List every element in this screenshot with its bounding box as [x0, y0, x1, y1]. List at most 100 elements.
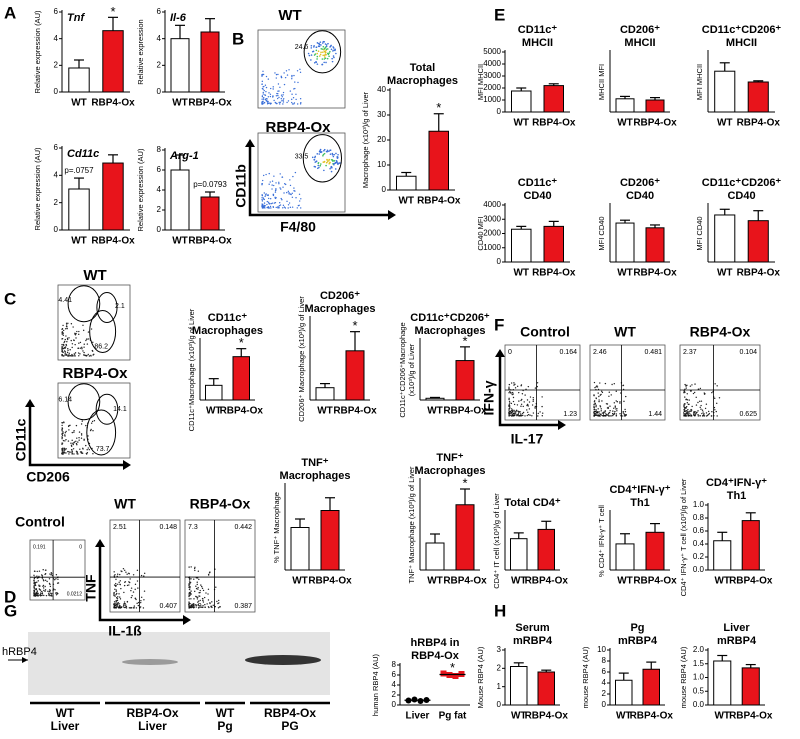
event-dot — [329, 45, 332, 48]
event-dot — [70, 355, 72, 357]
event-dot — [117, 583, 119, 585]
y-axis-label: CD4⁺ IFN-γ⁺ T cell (x10³)/g of Liver — [679, 478, 688, 596]
event-dot — [331, 154, 334, 156]
event-dot — [262, 70, 264, 72]
bar — [642, 668, 660, 706]
chart-title: CD4⁺IFN-γ⁺ — [609, 484, 670, 496]
y-axis-label: mouse RBP4 (AU) — [581, 646, 590, 708]
event-dot — [326, 158, 328, 161]
quadrant-value: 0.442 — [234, 524, 252, 531]
event-dot — [333, 56, 335, 59]
event-dot — [299, 98, 302, 100]
event-dot — [593, 403, 595, 406]
bar — [510, 666, 528, 706]
event-dot — [267, 102, 270, 105]
event-dot — [126, 601, 129, 603]
event-dot — [113, 594, 115, 597]
event-dot — [43, 589, 45, 592]
quadrant-value: 0.407 — [159, 603, 177, 610]
event-dot — [263, 192, 265, 194]
event-dot — [272, 194, 275, 197]
event-dot — [608, 415, 610, 417]
lane-label: RBP4-Ox — [126, 706, 178, 720]
event-dot — [65, 322, 68, 325]
event-dot — [622, 412, 624, 414]
flow-plot-title: WT — [114, 496, 136, 512]
event-dot — [140, 600, 142, 602]
event-dot — [267, 201, 270, 204]
event-dot — [693, 411, 696, 414]
event-dot — [202, 601, 205, 603]
bar — [345, 350, 365, 401]
event-dot — [689, 385, 692, 387]
event-dot — [136, 602, 138, 605]
event-dot — [115, 582, 117, 585]
event-dot — [116, 597, 119, 600]
event-dot — [319, 164, 322, 167]
event-dot — [595, 414, 597, 417]
event-dot — [315, 49, 318, 52]
event-dot — [514, 412, 516, 415]
x-tick-label: RBP4-Ox — [737, 268, 781, 279]
event-dot — [190, 605, 192, 608]
event-dot — [510, 392, 512, 394]
event-dot — [599, 415, 601, 417]
event-dot — [534, 387, 537, 389]
event-dot — [33, 585, 35, 587]
event-dot — [282, 91, 285, 94]
event-dot — [711, 391, 713, 394]
event-dot — [512, 400, 515, 403]
event-dot — [278, 205, 281, 207]
event-dot — [56, 593, 59, 595]
event-dot — [42, 569, 44, 571]
event-dot — [593, 400, 596, 402]
event-dot — [597, 392, 599, 394]
lane-label: RBP4-Ox — [264, 706, 316, 720]
x-tick-label: WT — [427, 406, 443, 417]
y-axis-label: CD11c⁺CD206⁺Macrophage — [398, 322, 407, 417]
data-point — [440, 670, 447, 677]
event-dot — [697, 414, 699, 416]
event-dot — [64, 432, 67, 434]
event-dot — [283, 98, 285, 100]
event-dot — [261, 83, 263, 85]
event-dot — [281, 100, 283, 102]
event-dot — [267, 197, 270, 200]
y-tick-label: 6 — [54, 143, 59, 152]
event-dot — [188, 602, 190, 605]
event-dot — [312, 50, 315, 53]
event-dot — [75, 450, 78, 453]
event-dot — [190, 598, 192, 600]
event-dot — [523, 401, 525, 403]
event-dot — [326, 48, 329, 50]
chart-title: Cd11c — [67, 148, 99, 160]
event-dot — [262, 91, 264, 94]
y-tick-label: 2 — [54, 60, 59, 69]
y-tick-label: 20 — [377, 135, 386, 144]
event-dot — [208, 572, 211, 574]
event-dot — [203, 596, 206, 599]
event-dot — [62, 431, 64, 433]
event-dot — [598, 399, 600, 401]
event-dot — [202, 599, 204, 602]
event-dot — [702, 414, 704, 417]
bar — [747, 220, 769, 263]
event-dot — [289, 179, 291, 181]
event-dot — [202, 605, 204, 607]
event-dot — [334, 161, 337, 164]
event-dot — [117, 601, 119, 604]
event-dot — [328, 52, 330, 54]
event-dot — [277, 94, 279, 97]
event-dot — [318, 43, 321, 46]
y-tick-label: 2 — [157, 205, 162, 214]
chart-title: CD206⁺ — [320, 290, 360, 302]
event-dot — [130, 589, 132, 592]
event-dot — [201, 606, 203, 609]
event-dot — [266, 100, 269, 102]
event-dot — [316, 55, 319, 58]
event-dot — [130, 607, 133, 609]
event-dot — [217, 607, 220, 609]
event-dot — [310, 59, 312, 61]
event-dot — [697, 415, 700, 417]
gate-value: 14.1 — [113, 406, 127, 413]
